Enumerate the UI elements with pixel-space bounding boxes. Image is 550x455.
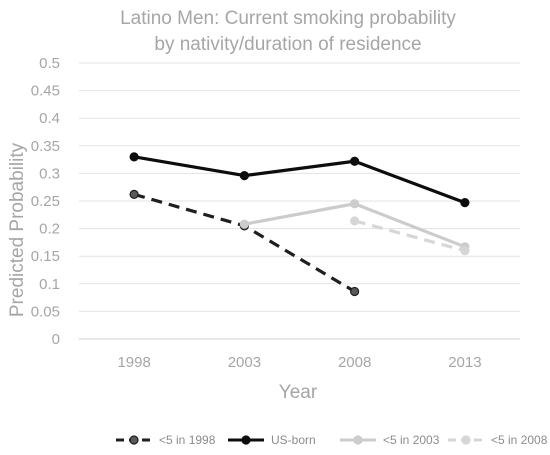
y-tick-label: 0.1: [39, 276, 60, 293]
y-tick-label: 0: [52, 331, 60, 348]
series: [129, 152, 470, 208]
data-point: [239, 171, 249, 181]
legend-label: US-born: [271, 433, 316, 447]
data-point: [350, 199, 360, 209]
x-tick-label: 1998: [117, 354, 150, 371]
chart-title: Latino Men: Current smoking probability: [120, 8, 456, 29]
y-tick-label: 0.3: [39, 165, 60, 182]
legend-item: <5 in 1998: [116, 433, 216, 447]
legend-swatch-marker: [461, 435, 471, 445]
y-tick-label: 0.2: [39, 221, 60, 238]
data-point: [129, 152, 139, 162]
legend-swatch-marker: [353, 435, 363, 445]
legend-label: <5 in 2008: [491, 433, 548, 447]
y-tick-label: 0.25: [31, 193, 60, 210]
x-tick-labels: 1998 2003 2008 2013: [117, 354, 481, 371]
y-tick-label: 0.15: [31, 248, 60, 265]
y-tick-label: 0.4: [39, 110, 60, 127]
chart-subtitle: by nativity/duration of residence: [154, 34, 421, 55]
data-point: [129, 189, 139, 199]
legend-swatch-marker: [241, 435, 251, 445]
data-point: [350, 286, 360, 297]
x-tick-label: 2003: [228, 354, 261, 371]
data-point: [350, 216, 360, 226]
legend-label: <5 in 2003: [383, 433, 440, 447]
x-axis-title: Year: [279, 382, 318, 403]
y-axis-title: Predicted Probability: [7, 142, 28, 317]
legend: <5 in 1998 US-born <5 in 2003 <5 in 2008: [116, 433, 548, 447]
series: [350, 216, 470, 256]
y-tick-labels: 0 0.05 0.1 0.15 0.2 0.25 0.3 0.35 0.4 0.45 0.5: [31, 55, 60, 348]
legend-item: <5 in 2008: [448, 433, 548, 447]
series: [129, 189, 360, 297]
y-tick-label: 0.35: [31, 138, 60, 155]
y-tick-label: 0.05: [31, 303, 60, 320]
series: [239, 199, 470, 252]
data-point: [350, 156, 360, 166]
data-point: [460, 246, 470, 256]
y-tick-label: 0.5: [39, 55, 60, 72]
legend-swatch-marker: [129, 435, 139, 445]
series-line: [133, 155, 466, 205]
data-point: [460, 198, 470, 208]
legend-item: US-born: [228, 433, 316, 447]
x-tick-label: 2013: [448, 354, 481, 371]
series-line: [354, 219, 466, 253]
legend-label: <5 in 1998: [159, 433, 216, 447]
series-layer: [129, 152, 470, 297]
grid-layer: [79, 62, 520, 340]
data-point: [239, 219, 249, 229]
x-tick-label: 2008: [338, 354, 371, 371]
y-tick-label: 0.45: [31, 83, 60, 100]
legend-item: <5 in 2003: [340, 433, 440, 447]
